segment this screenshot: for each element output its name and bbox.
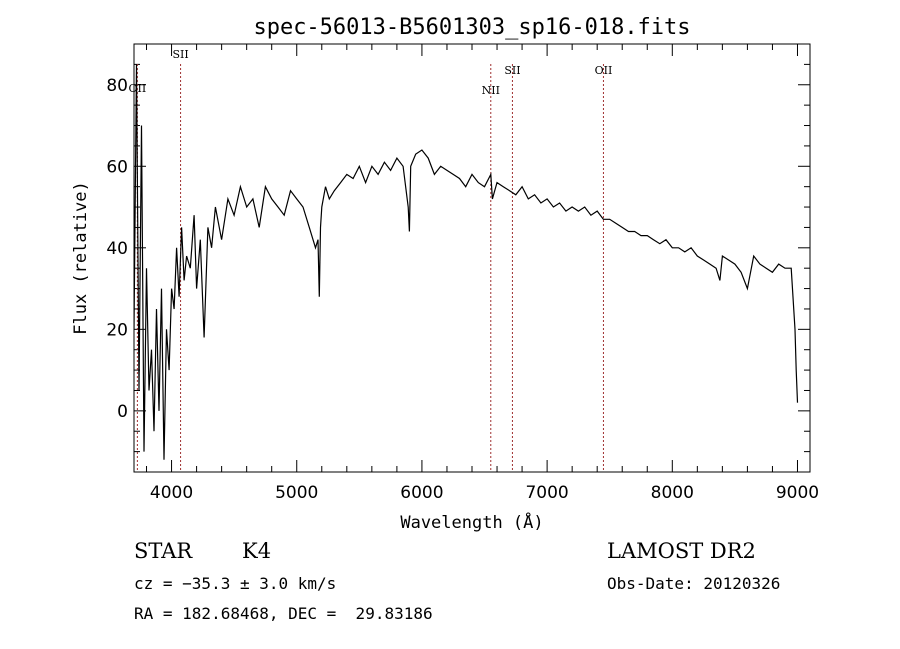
x-tick-label: 8000	[651, 483, 694, 503]
x-tick-label: 9000	[776, 483, 819, 503]
line-marker-label: SII	[504, 64, 520, 77]
x-tick-label: 5000	[275, 483, 318, 503]
survey-name: LAMOST DR2	[607, 539, 756, 563]
obs-date: Obs-Date: 20120326	[607, 574, 781, 593]
chart-title: spec-56013-B5601303_sp16-018.fits	[253, 15, 690, 40]
y-axis-label: Flux (relative)	[71, 181, 91, 335]
line-marker-label: NII	[482, 84, 500, 97]
object-class: STAR	[134, 539, 193, 563]
y-tick-label: 40	[106, 239, 128, 259]
y-tick-label: 20	[106, 320, 128, 340]
coordinates: RA = 182.68468, DEC = 29.83186	[134, 604, 433, 623]
y-tick-label: 0	[117, 402, 128, 422]
x-axis-label: Wavelength (Å)	[400, 511, 543, 533]
plot-frame	[133, 43, 811, 473]
x-tick-label: 6000	[400, 483, 443, 503]
line-marker-label: OII	[129, 82, 147, 95]
y-tick-label: 60	[106, 157, 128, 177]
x-tick-label: 7000	[525, 483, 568, 503]
x-tick-label: 4000	[150, 483, 193, 503]
y-tick-label: 80	[106, 76, 128, 96]
line-marker-label: SII	[172, 48, 188, 61]
line-marker-label: OII	[595, 64, 613, 77]
object-subclass: K4	[242, 539, 272, 563]
spectrum-line	[134, 64, 799, 460]
velocity-readout: cz = −35.3 ± 3.0 km/s	[134, 574, 337, 593]
